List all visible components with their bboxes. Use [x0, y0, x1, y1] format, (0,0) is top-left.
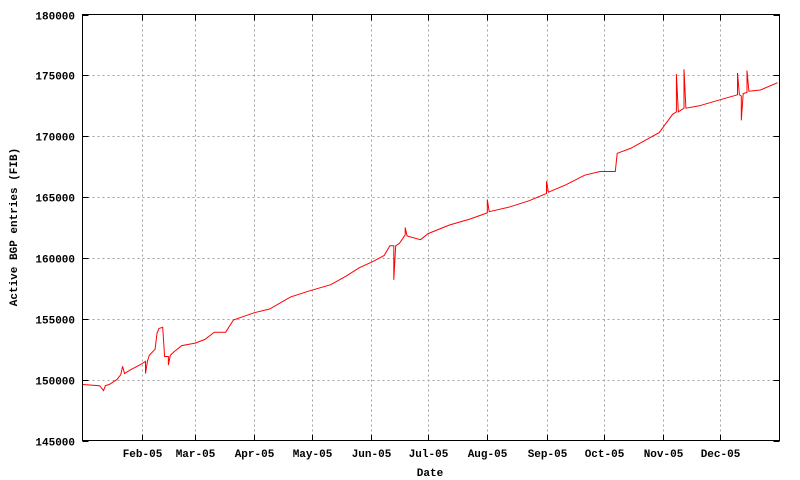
x-tick-label: Mar-05	[176, 449, 216, 461]
x-tick-label: Jun-05	[352, 449, 392, 461]
x-axis-label: Date	[417, 468, 444, 480]
x-tick-label: Aug-05	[468, 449, 508, 461]
y-tick-label: 145000	[35, 438, 75, 450]
y-tick-label: 165000	[35, 194, 75, 206]
series-line	[82, 69, 778, 392]
y-tick-label: 180000	[35, 12, 75, 24]
y-axis-label: Active BGP entries (FIB)	[9, 148, 21, 306]
x-tick-label: Feb-05	[123, 449, 163, 461]
x-tick-label: Jul-05	[409, 449, 449, 461]
plot-border	[82, 14, 780, 441]
x-tick-label: Oct-05	[585, 449, 625, 461]
y-axis-ticks: 145000 150000 155000 160000 165000 170000 1750…	[35, 12, 780, 450]
x-tick-label: May-05	[293, 449, 333, 461]
y-tick-label: 175000	[35, 72, 75, 84]
x-tick-label: Apr-05	[235, 449, 275, 461]
x-tick-label: Sep-05	[528, 449, 568, 461]
y-tick-label: 150000	[35, 377, 75, 389]
grid	[82, 14, 780, 441]
y-tick-label: 170000	[35, 133, 75, 145]
y-tick-label: 160000	[35, 255, 75, 267]
x-tick-label: Nov-05	[644, 449, 684, 461]
x-tick-label: Dec-05	[701, 449, 741, 461]
y-tick-label: 155000	[35, 316, 75, 328]
x-axis-ticks: Feb-05 Mar-05 Apr-05 May-05 Jun-05 Jul-05 Aug-…	[123, 14, 741, 461]
